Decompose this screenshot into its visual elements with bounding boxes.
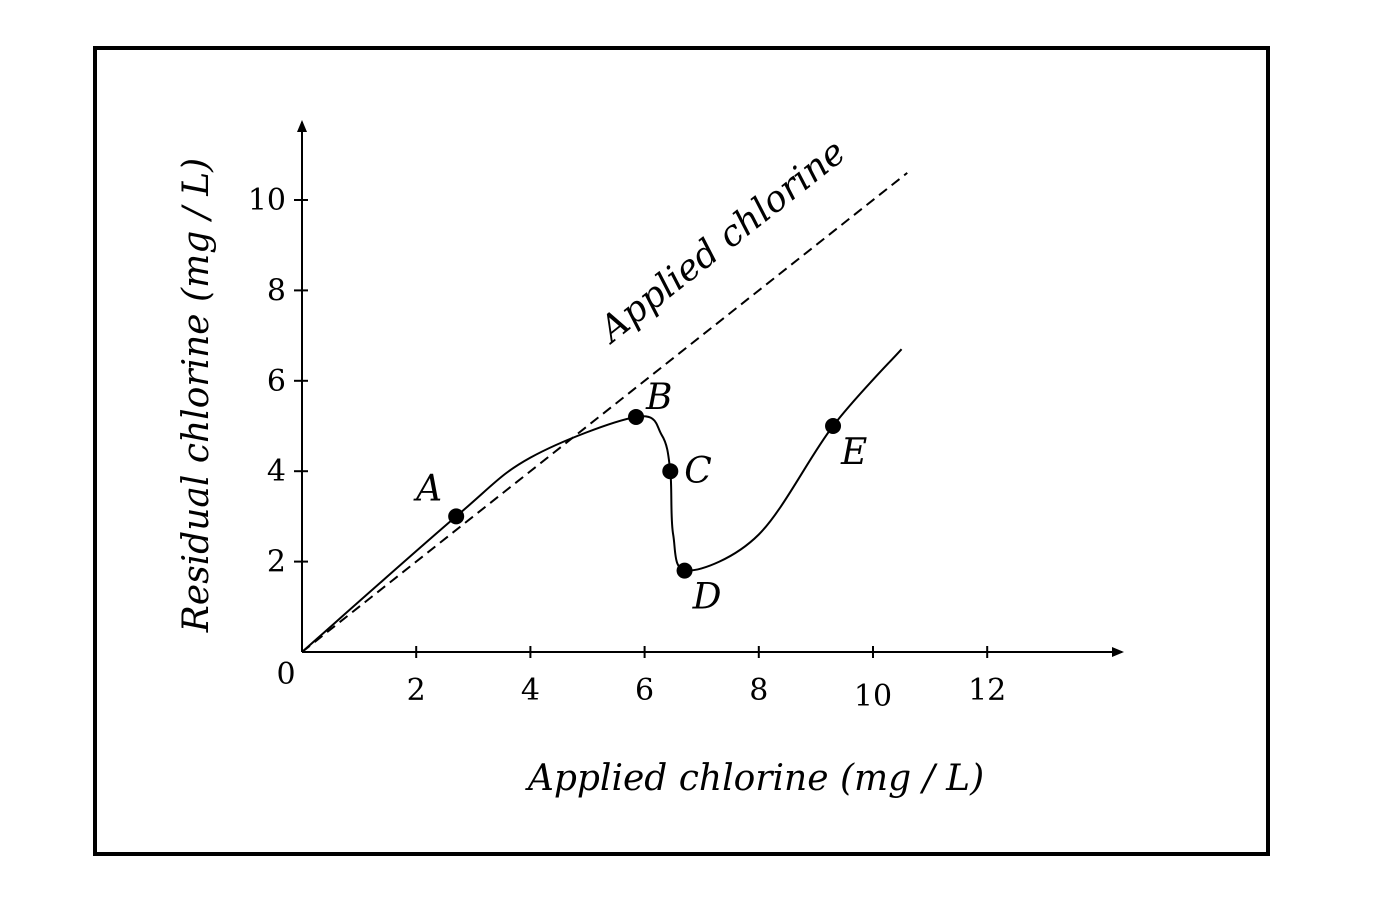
x-ticks: 2 4 6 8 10 12 [407,646,1006,714]
points-layer: A BC D E [413,377,867,618]
point-label-d: D [692,577,722,618]
point-label-c: C [684,451,712,492]
x-tick-label: 10 [854,679,892,714]
x-tick-label: 12 [968,673,1006,708]
point-marker-c [662,463,679,480]
frame-border [93,46,1270,856]
x-tick-label: 6 [635,673,654,708]
y-tick-label: 6 [267,364,286,399]
y-tick-label: 4 [267,454,286,489]
x-tick-label: 2 [407,673,426,708]
point-marker-d [676,562,693,579]
origin-label: 0 [276,657,295,692]
series-applied-chlorine-line [301,172,908,653]
y-tick-label: 10 [248,183,286,218]
x-tick-label: 8 [749,673,768,708]
y-ticks: 2 4 6 8 10 [248,183,308,580]
y-tick-label: 2 [267,545,286,580]
point-marker-b [628,408,645,425]
point-marker-e [825,418,842,434]
series-layer: Applied chlorine [301,132,908,653]
series-residual-chlorine-curve [301,348,903,653]
point-label-a: A [413,468,442,509]
y-axis-title: Residual chlorine (mg / L) [176,158,217,633]
x-tick-label: 4 [521,673,540,708]
point-label-b: B [645,377,672,418]
point-label-e: E [840,432,867,473]
point-marker-a [448,508,465,525]
x-axis-title: Applied chlorine (mg / L) [525,758,984,799]
y-tick-label: 8 [267,273,286,308]
